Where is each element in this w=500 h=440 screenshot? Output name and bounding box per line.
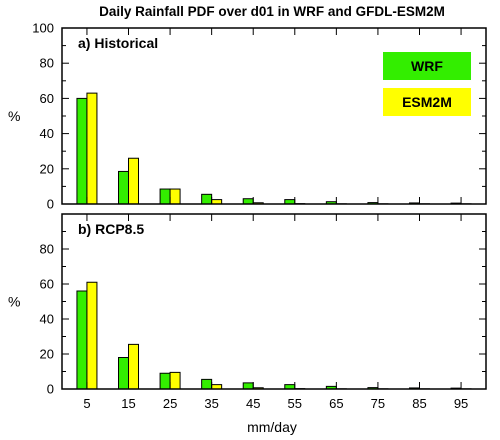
y-tick-label: 40: [40, 312, 54, 327]
y-tick-label: 40: [40, 126, 54, 141]
bar-esm2m-25: [169, 371, 181, 390]
x-tick-label: 85: [412, 396, 426, 411]
bar-wrf-35: [201, 193, 213, 205]
y-tick-label: 60: [40, 277, 54, 292]
bar-esm2m-5: [86, 281, 98, 390]
y-tick-label: 80: [40, 242, 54, 257]
legend-swatch-wrf: [383, 52, 471, 80]
legend: WRF ESM2M: [383, 52, 471, 116]
x-tick-label: 15: [121, 396, 135, 411]
y-tick-label: 0: [47, 197, 54, 212]
y-tick-label: 100: [32, 21, 54, 36]
bar-wrf-15: [118, 357, 130, 390]
bar-wrf-45: [242, 382, 254, 390]
y-tick-label: 20: [40, 347, 54, 362]
figure-title: Daily Rainfall PDF over d01 in WRF and G…: [99, 4, 445, 19]
bar-wrf-25: [159, 372, 171, 390]
y-tick-label: 80: [40, 56, 54, 71]
y-axis-title: %: [8, 294, 20, 310]
bar-wrf-35: [201, 378, 213, 390]
bar-esm2m-15: [128, 157, 140, 205]
x-tick-label: 25: [163, 396, 177, 411]
x-tick-label: 95: [454, 396, 468, 411]
panel-rcp85: 0 20 40 60 80 5 15 25 35 45 55 65 75 85 95% b) RCP8.5: [8, 213, 487, 411]
bar-wrf-5: [76, 290, 88, 390]
panel-label: b) RCP8.5: [78, 221, 144, 237]
x-tick-label: 75: [371, 396, 385, 411]
bar-esm2m-15: [128, 343, 140, 390]
x-tick-label: 35: [204, 396, 218, 411]
x-axis-title: mm/day: [247, 419, 297, 435]
y-tick-label: 60: [40, 91, 54, 106]
panel-historical: 0 20 40 60 80 100% a) Historical WRF ESM2M: [8, 21, 487, 212]
x-tick-label: 65: [329, 396, 343, 411]
bar-wrf-45: [242, 198, 254, 205]
bar-esm2m-5: [86, 92, 98, 205]
legend-label-wrf: WRF: [411, 58, 443, 74]
legend-label-esm2m: ESM2M: [402, 94, 452, 110]
x-tick-label: 5: [83, 396, 90, 411]
legend-swatch-esm2m: [383, 88, 471, 116]
bar-esm2m-25: [169, 188, 181, 205]
bar-wrf-25: [159, 188, 171, 205]
bar-wrf-5: [76, 97, 88, 205]
x-tick-label: 55: [288, 396, 302, 411]
x-tick-label: 45: [246, 396, 260, 411]
y-tick-label: 0: [47, 382, 54, 397]
y-tick-label: 20: [40, 161, 54, 176]
y-axis-title: %: [8, 108, 20, 124]
bar-wrf-15: [118, 170, 130, 205]
panel-label: a) Historical: [78, 35, 158, 51]
